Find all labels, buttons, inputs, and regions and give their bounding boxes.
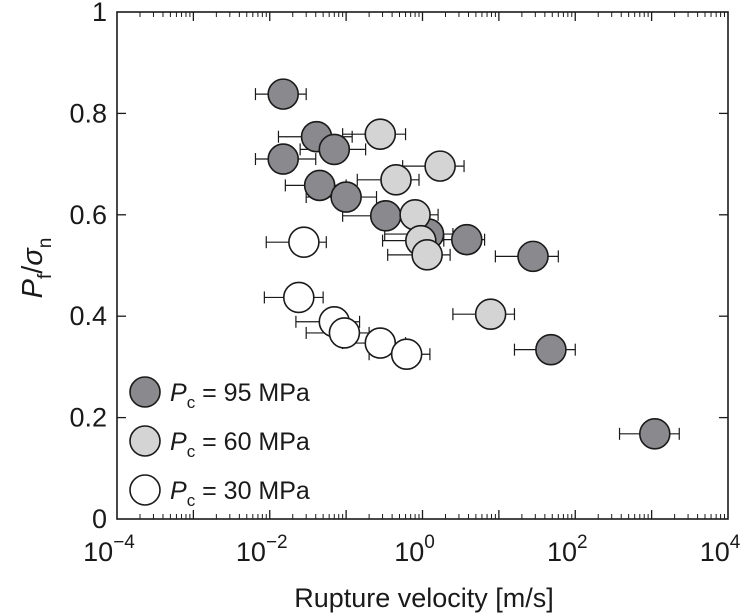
legend-label-rest: = 30 MPa — [195, 477, 310, 505]
data-point-series-1 — [517, 240, 549, 273]
legend-label-rest: = 95 MPa — [195, 379, 310, 407]
x-tick-exponent: 4 — [730, 532, 741, 553]
y-tick-label: 0.6 — [69, 200, 107, 230]
x-tick-label: 104 — [700, 532, 741, 567]
data-point-series-1 — [318, 133, 351, 166]
x-tick-label: 10−4 — [83, 532, 135, 567]
y-label-main: P — [17, 278, 49, 298]
legend-label-main: P — [170, 379, 187, 407]
legend-label-sub: c — [187, 393, 196, 412]
data-point-series-2 — [411, 239, 443, 271]
data-point-series-1 — [638, 418, 671, 450]
data-point-series-3 — [390, 338, 423, 371]
x-tick-base: 10 — [547, 537, 577, 567]
x-tick-base: 10 — [236, 537, 266, 567]
data-point-series-2 — [474, 298, 507, 330]
y-label-sigma: σ — [17, 247, 49, 266]
legend-marker-series-1 — [129, 376, 161, 408]
data-point-series-1 — [535, 333, 567, 366]
data-point-series-3 — [328, 317, 361, 349]
legend-label-main: P — [170, 477, 187, 505]
legend-label-sub: c — [187, 491, 196, 510]
data-point-series-3 — [364, 327, 397, 359]
legend-marker-series-2 — [129, 425, 161, 457]
x-tick-label: 102 — [547, 532, 588, 567]
x-tick-base: 10 — [83, 537, 113, 567]
y-tick-label: 1 — [92, 0, 107, 27]
legend-label-sub: c — [187, 442, 196, 461]
legend-label-main: P — [170, 428, 187, 456]
y-tick-label: 0.2 — [69, 403, 107, 433]
y-tick-label: 0 — [92, 504, 107, 534]
y-tick-label: 0.4 — [69, 301, 107, 331]
data-point-series-2 — [380, 164, 412, 196]
legend-label-rest: = 60 MPa — [195, 428, 310, 456]
x-tick-label: 10−2 — [236, 532, 288, 567]
legend-entry-label: Pc = 95 MPa — [170, 379, 310, 412]
data-point-series-1 — [267, 143, 299, 175]
y-label-slash: / — [17, 265, 49, 274]
x-tick-base: 10 — [700, 537, 730, 567]
x-tick-exponent: 2 — [577, 532, 588, 553]
data-point-series-2 — [399, 199, 431, 231]
y-label-sub1: f — [35, 273, 56, 279]
data-point-series-1 — [450, 223, 483, 256]
x-tick-exponent: 0 — [424, 532, 435, 553]
legend-entry-label: Pc = 30 MPa — [170, 477, 310, 510]
data-point-series-1 — [267, 78, 299, 110]
data-point-series-1 — [369, 200, 402, 232]
data-point-series-3 — [288, 226, 320, 258]
markers-layer — [267, 78, 671, 450]
y-label-sub2: n — [35, 238, 56, 249]
x-tick-base: 10 — [394, 537, 424, 567]
y-axis-label: Pf/σn — [17, 238, 56, 299]
data-point-series-2 — [424, 150, 456, 182]
data-point-series-2 — [364, 118, 397, 150]
x-tick-exponent: −4 — [113, 532, 135, 553]
y-tick-label: 0.8 — [69, 98, 107, 128]
x-tick-label: 100 — [394, 532, 435, 567]
data-point-series-1 — [303, 169, 336, 202]
legend-marker-series-3 — [129, 474, 161, 506]
x-tick-exponent: −2 — [266, 532, 288, 553]
data-point-series-3 — [282, 281, 315, 314]
legend-entry-label: Pc = 60 MPa — [170, 428, 310, 461]
x-axis-label: Rupture velocity [m/s] — [294, 583, 554, 613]
data-point-series-1 — [330, 181, 362, 213]
